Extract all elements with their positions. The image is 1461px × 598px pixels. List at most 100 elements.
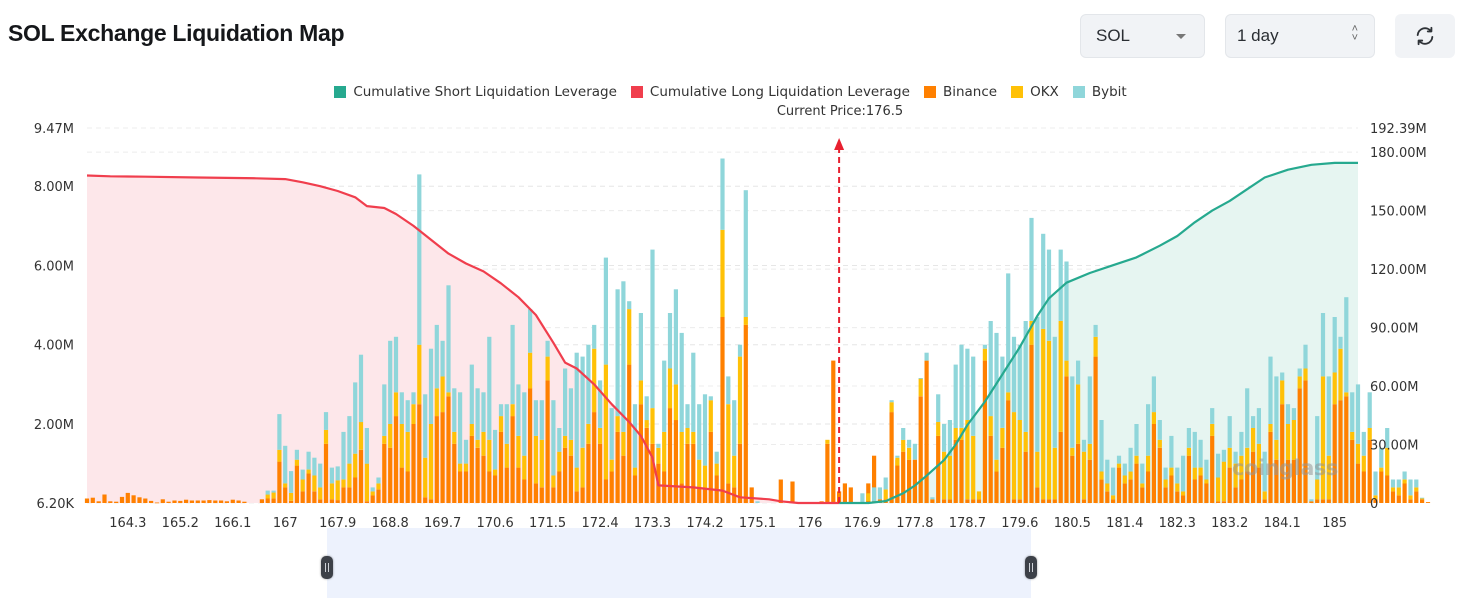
bar-long-binance	[872, 455, 877, 503]
bar-short-bybit	[936, 394, 941, 422]
x-tick-label: 184.1	[1264, 516, 1301, 530]
bar-long-okx	[318, 487, 323, 500]
y-left-tick-label: 9.47M	[34, 122, 74, 137]
zoom-range-selection[interactable]	[327, 528, 1031, 598]
bar-short-okx	[1262, 491, 1267, 500]
bar-long-binance	[323, 443, 329, 503]
bar-long-binance	[160, 499, 165, 503]
bar-short-okx	[1402, 479, 1407, 484]
short-cumulative-line	[839, 161, 1358, 505]
y-right-tick-label: 60.00M	[1370, 380, 1418, 395]
bar-short-okx	[1367, 428, 1372, 440]
bar-long-binance	[592, 412, 597, 503]
legend-item-long[interactable]: Cumulative Long Liquidation Leverage	[630, 84, 910, 100]
bar-short-binance	[1379, 471, 1384, 503]
caret-down-icon	[1176, 34, 1186, 39]
range-start-handle[interactable]	[321, 556, 333, 579]
bar-long-binance	[667, 408, 673, 503]
bar-short-binance	[912, 459, 917, 503]
y-left-tick-label: 4.00M	[34, 339, 74, 354]
bar-long-binance	[189, 500, 194, 503]
legend-item-short[interactable]: Cumulative Short Liquidation Leverage	[334, 84, 617, 100]
bar-long-okx	[563, 435, 568, 448]
bar-long-bybit	[720, 158, 725, 230]
bar-long-binance	[184, 499, 189, 503]
bar-long-binance	[598, 443, 603, 503]
x-tick-label: 183.2	[1211, 516, 1248, 530]
bar-short-bybit	[918, 378, 923, 379]
bar-long-binance	[720, 317, 725, 503]
bar-long-binance	[563, 447, 568, 503]
bar-short-okx	[1035, 451, 1040, 488]
bar-short-okx	[1186, 447, 1191, 456]
time-range-select[interactable]: 1 day ˄ ˅	[1225, 14, 1375, 58]
legend-item-okx[interactable]: OKX	[1011, 84, 1059, 100]
bar-short-binance	[889, 412, 894, 503]
bar-short-binance	[1064, 376, 1069, 503]
legend-item-bybit[interactable]: Bybit	[1072, 84, 1127, 100]
y-right-tick-label: 150.00M	[1370, 205, 1427, 220]
bar-short-bybit	[942, 424, 947, 452]
symbol-select[interactable]: SOL	[1080, 14, 1205, 58]
bar-short-okx	[942, 451, 947, 500]
bar-long-okx	[516, 435, 521, 468]
legend-label: OKX	[1030, 84, 1059, 100]
y-right-tick-label: 90.00M	[1370, 322, 1418, 337]
bar-short-binance	[1350, 439, 1355, 503]
bar-long-binance	[463, 471, 469, 503]
bar-short-okx	[1379, 467, 1384, 472]
bar-short-okx	[1210, 424, 1215, 436]
bar-long-binance	[662, 471, 667, 503]
bar-short-bybit	[1081, 439, 1087, 452]
bar-short-bybit	[1023, 321, 1028, 432]
legend-item-binance[interactable]: Binance	[923, 84, 997, 100]
bar-short-bybit	[883, 477, 888, 490]
x-tick-label: 169.7	[424, 516, 461, 530]
bar-short-binance	[1175, 491, 1180, 503]
bar-long-okx	[714, 463, 719, 476]
bar-short-bybit	[1058, 249, 1063, 321]
bar-short-binance	[895, 465, 900, 503]
bar-short-bybit	[1204, 459, 1209, 480]
bar-short-bybit	[1017, 344, 1022, 420]
refresh-button[interactable]	[1395, 14, 1455, 58]
bar-short-binance	[1099, 479, 1104, 503]
bar-short-binance	[1402, 483, 1407, 503]
bar-long-bybit	[603, 257, 608, 365]
bar-short-okx	[953, 428, 958, 440]
bar-short-bybit	[1251, 416, 1256, 428]
range-end-handle[interactable]	[1025, 556, 1037, 579]
bar-long-binance	[399, 467, 404, 503]
bar-long-binance	[137, 497, 142, 503]
bar-short-bybit	[1006, 273, 1011, 393]
bar-long-binance	[119, 496, 125, 503]
bar-long-binance	[434, 416, 439, 503]
bar-long-okx	[743, 317, 748, 325]
bar-long-binance	[96, 501, 101, 503]
bar-short-binance	[1204, 483, 1209, 503]
bar-short-bybit	[889, 400, 894, 403]
bar-long-okx	[393, 392, 399, 417]
x-tick-label: 171.5	[529, 516, 566, 530]
y-left-tick-label: 6.20K	[37, 497, 75, 512]
bar-short-bybit	[1414, 479, 1419, 488]
current-price-arrow-icon	[834, 138, 845, 150]
bar-short-bybit	[1355, 384, 1361, 444]
bar-short-bybit	[1303, 344, 1308, 369]
bar-short-okx	[918, 378, 923, 397]
bar-long-bybit	[568, 388, 573, 440]
y-right-tick-label: 180.00M	[1370, 146, 1427, 161]
bar-long-bybit	[667, 313, 673, 369]
bar-short-binance	[1245, 471, 1250, 503]
bar-short-okx	[1052, 447, 1057, 500]
bar-long-binance	[673, 420, 678, 503]
bar-short-okx	[1420, 498, 1425, 500]
bar-long-okx	[434, 388, 439, 416]
bar-short-bybit	[1385, 428, 1390, 448]
bar-long-bybit	[644, 396, 649, 421]
bar-long-okx	[726, 404, 731, 484]
bar-long-binance	[737, 443, 743, 503]
bar-long-binance	[446, 396, 451, 503]
bar-short-binance	[1280, 404, 1285, 503]
bar-short-okx	[1338, 348, 1343, 401]
